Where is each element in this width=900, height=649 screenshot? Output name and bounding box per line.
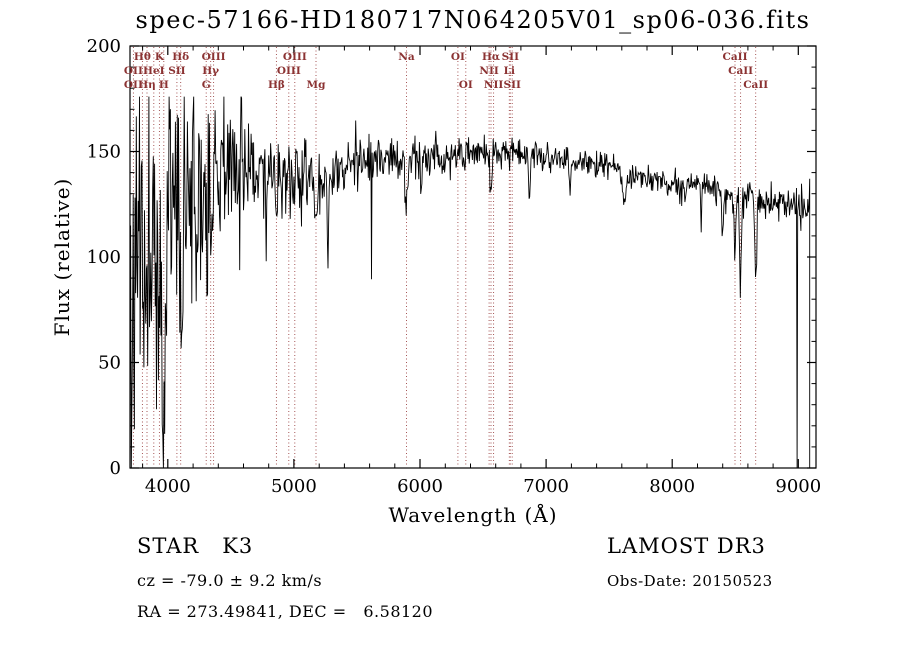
coordinates-label: RA = 273.49841, DEC = 6.58120 xyxy=(137,602,434,621)
spectral-line-label: OIII xyxy=(277,65,301,77)
spectral-line-label: Hγ xyxy=(202,65,219,77)
y-tick-label: 0 xyxy=(110,458,121,479)
spectral-line-label: NII xyxy=(479,65,499,77)
object-class-label: STAR K3 xyxy=(137,534,254,558)
spectral-line-label: OIII xyxy=(202,51,226,63)
spectral-line-label: H xyxy=(159,79,169,91)
spectral-line-label: NII xyxy=(484,79,504,91)
x-tick-label: 5000 xyxy=(271,476,317,497)
radial-velocity-label: cz = -79.0 ± 9.2 km/s xyxy=(137,571,323,590)
x-tick-label: 6000 xyxy=(397,476,443,497)
x-tick-label: 7000 xyxy=(523,476,569,497)
spectral-line-label: SII xyxy=(168,65,185,77)
spectral-line-label: HeI xyxy=(143,65,165,77)
plot-title: spec-57166-HD180717N064205V01_sp06-036.f… xyxy=(135,6,811,34)
x-tick-label: 9000 xyxy=(775,476,821,497)
y-tick-label: 50 xyxy=(98,353,121,374)
spectral-line-label: Hθ xyxy=(134,51,151,63)
spectral-line-label: CaII xyxy=(723,51,748,63)
spectral-line-label: Hα xyxy=(482,51,500,63)
spectrum-trace xyxy=(129,96,811,469)
spectral-line-label: CaII xyxy=(728,65,753,77)
x-tick-label: 8000 xyxy=(649,476,695,497)
spectral-line-label: OI xyxy=(451,51,465,63)
axis-box xyxy=(129,45,817,469)
spectral-line-label: OII xyxy=(124,65,143,77)
spectral-line-label: Li xyxy=(504,65,515,77)
obs-date-label: Obs-Date: 20150523 xyxy=(607,572,773,590)
spectral-line-label: G xyxy=(202,79,211,91)
spectral-line-label: SII xyxy=(503,79,520,91)
survey-release-label: LAMOST DR3 xyxy=(607,534,766,558)
spectral-line-label: OI xyxy=(459,79,473,91)
spectral-line-label: Mg xyxy=(307,79,327,91)
x-axis-label: Wavelength (Å) xyxy=(388,503,558,527)
y-tick-label: 100 xyxy=(87,247,121,268)
y-tick-label: 150 xyxy=(87,142,121,163)
spectral-line-label: SII xyxy=(502,51,519,63)
y-tick-label: 200 xyxy=(87,36,121,57)
spectral-line-label: Hη xyxy=(138,79,156,91)
spectral-line-label: CaII xyxy=(743,79,768,91)
spectral-line-label: Hδ xyxy=(172,51,189,63)
spectral-line-label: OII xyxy=(124,79,143,91)
spectral-line-label: Na xyxy=(398,51,415,63)
spectral-line-label: Hβ xyxy=(268,79,285,91)
spectral-line-label: OIII xyxy=(283,51,307,63)
x-tick-label: 4000 xyxy=(145,476,191,497)
spectral-line-label: K xyxy=(155,51,165,63)
